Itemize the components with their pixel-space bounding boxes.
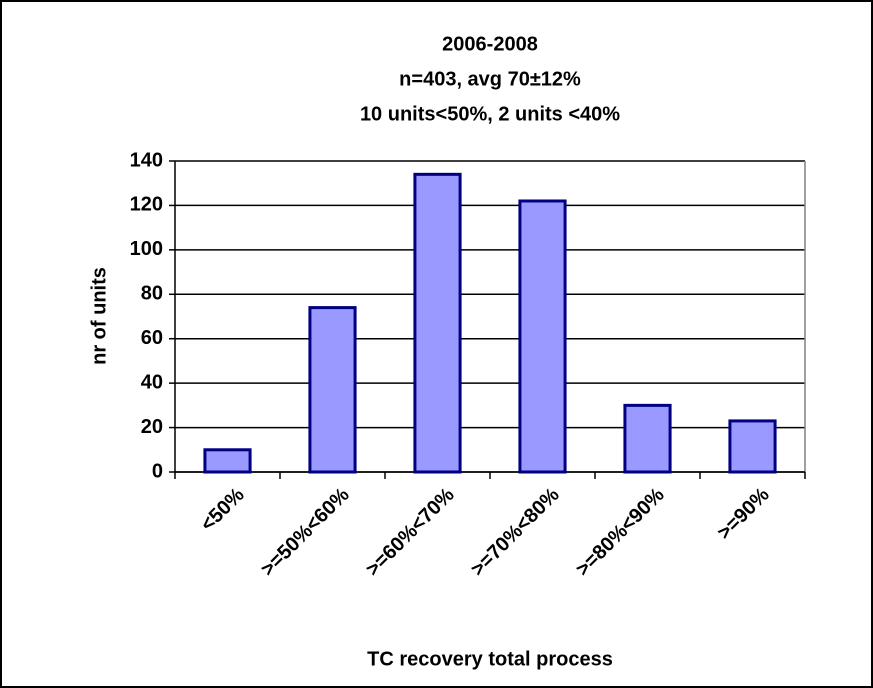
y-tick-label: 100: [130, 238, 163, 260]
y-tick-label: 60: [141, 327, 163, 349]
bar: [308, 306, 357, 474]
chart-title: 2006-2008: [442, 33, 538, 55]
chart-title: n=403, avg 70±12%: [399, 68, 581, 90]
bar: [623, 403, 672, 474]
y-tick-label: 20: [141, 416, 163, 438]
y-tick-label: 140: [130, 149, 163, 171]
y-tick-label: 40: [141, 371, 163, 393]
y-tick-label: 80: [141, 283, 163, 305]
y-tick-label: 120: [130, 194, 163, 216]
bar: [413, 172, 462, 474]
y-tick-label: 0: [152, 460, 163, 482]
chart-title: 10 units<50%, 2 units <40%: [360, 103, 620, 125]
bar: [203, 448, 252, 474]
x-axis-title: TC recovery total process: [367, 648, 613, 670]
bar: [518, 199, 567, 474]
y-axis-title: nr of units: [88, 267, 110, 365]
bar: [728, 419, 777, 474]
